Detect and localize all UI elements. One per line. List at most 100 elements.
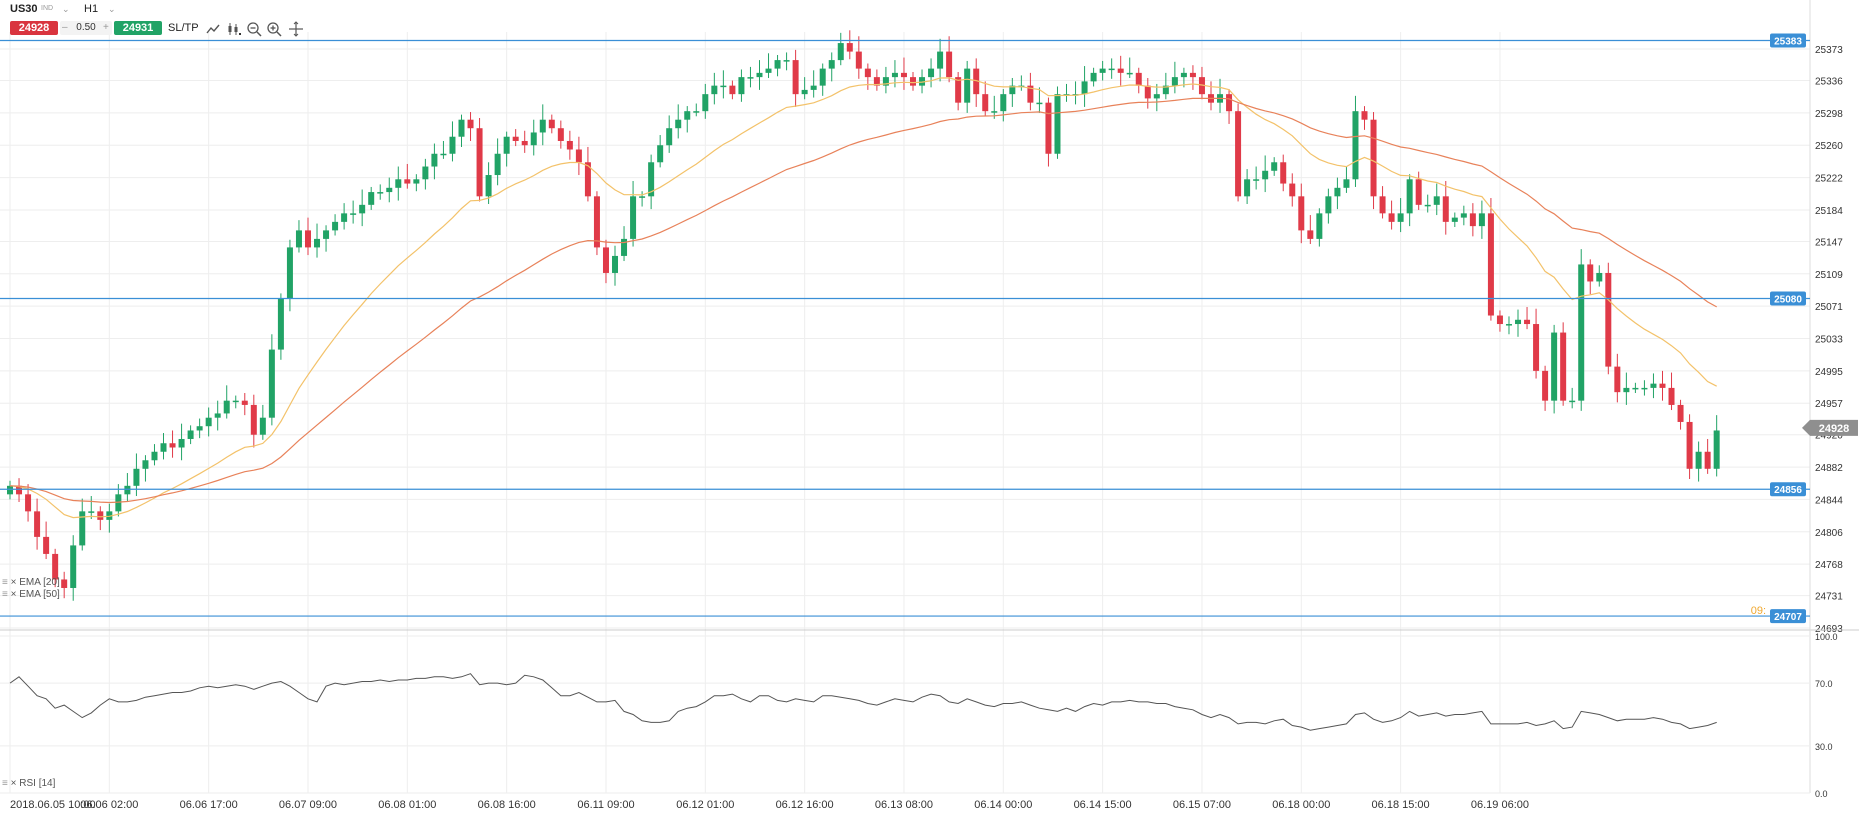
candle-body [314,238,321,248]
candle-body [214,413,221,418]
lot-size-input[interactable]: 0.50 [60,21,112,35]
candle-body [1478,213,1485,227]
menu-icon[interactable]: ≡ [2,577,8,588]
candle-body [295,230,302,248]
candle-body [1587,264,1594,282]
candle-body [187,430,194,439]
y-tick-label: 24957 [1815,399,1843,410]
line-chart-icon[interactable] [205,21,221,37]
symbol-label[interactable]: US30 [10,3,38,15]
y-tick-label: 24995 [1815,367,1843,378]
y-tick-label: 25184 [1815,206,1843,217]
candle-body [1090,72,1097,82]
candle-body [1451,217,1458,222]
candle-body [648,162,655,197]
rsi-tick-label: 70.0 [1815,679,1833,689]
candle-body [711,85,718,95]
candle-body [1370,119,1377,197]
candle-body [1325,196,1332,214]
candle-body [1605,272,1612,367]
candle-body [1045,102,1052,154]
sl-tp-button[interactable]: SL/TP [168,22,199,34]
y-tick-label: 25298 [1815,109,1843,120]
candle-body [1505,324,1512,326]
crosshair-icon[interactable] [288,21,304,37]
candle-body [1641,387,1648,390]
candle-body [1397,213,1404,222]
candles-icon[interactable] [226,21,242,37]
candle-body [675,119,682,129]
candle-body [368,192,375,205]
candle-body [1677,404,1684,422]
candle-body [657,145,664,163]
candle-body [512,136,519,141]
ema-legend-2[interactable]: ≡ × EMA [50] [2,589,60,600]
menu-icon[interactable]: ≡ [2,778,8,789]
close-icon[interactable]: × [10,589,17,600]
ema-legend-1[interactable]: ≡ × EMA [20] [2,577,60,588]
candle-body [115,494,122,512]
close-icon[interactable]: × [10,778,17,789]
price-level-label: 25383 [1774,37,1802,48]
x-tick-label: 06.12 01:00 [676,799,734,811]
candle-body [1135,72,1142,86]
symbol-chevron-down-icon[interactable]: ⌄ [62,4,70,14]
menu-icon[interactable]: ≡ [2,589,8,600]
candle-body [142,460,149,469]
candle-body [910,77,916,86]
timeframe-label[interactable]: H1 [84,3,99,15]
candles-group [7,30,1720,601]
sell-price-button[interactable]: 24928 [10,21,58,35]
x-tick-label: 06.13 08:00 [875,799,933,811]
price-level-badge [1770,609,1806,624]
zoom-in-icon[interactable] [266,21,282,37]
candle-body [133,468,140,486]
lot-increase-button[interactable]: + [103,22,109,33]
x-tick-label: 06.15 07:00 [1173,799,1231,811]
symbol-sub-label: IND [41,5,54,12]
candle-body [1271,162,1278,171]
candle-body [286,247,293,299]
candle-body [1108,68,1115,71]
candle-body [693,111,700,113]
candle-body [566,140,573,150]
candle-body [1343,179,1350,188]
candle-body [1171,77,1178,86]
candle-body [919,77,926,86]
timeframe-chevron-down-icon[interactable]: ⌄ [108,4,116,14]
lot-decrease-button[interactable]: – [62,22,68,33]
chart-toolbar: US30 IND ⌄ H1 ⌄ 24928 0.50 – + 24931 SL/… [0,0,1859,37]
candle-body [1560,332,1567,401]
level-time-label: 09: [1751,605,1766,617]
zoom-out-icon[interactable] [246,21,262,37]
y-tick-label: 24768 [1815,560,1843,571]
close-icon[interactable]: × [10,577,17,588]
candle-body [1253,179,1260,181]
candle-body [1460,213,1467,218]
candle-body [765,68,772,73]
candle-body [756,72,763,78]
x-tick-label: 06.08 16:00 [478,799,536,811]
candle-body [422,166,429,180]
candle-body [1515,319,1522,325]
rsi-tick-label: 30.0 [1815,742,1833,752]
candle-body [774,60,781,69]
rsi-legend[interactable]: ≡ × RSI [14] [2,778,55,789]
x-tick-label: 06.11 09:00 [577,799,634,811]
ema-fast-line [9,77,1717,519]
candle-body [350,213,357,215]
candle-body [1388,213,1395,222]
candle-body [1632,387,1639,390]
candle-body [268,349,275,418]
candle-body [602,247,609,273]
candle-body [720,85,727,88]
buy-price-button[interactable]: 24931 [114,21,162,35]
current-price-tag [1802,419,1858,436]
candle-body [521,140,528,146]
candle-body [458,119,465,137]
candle-body [973,68,980,95]
rsi-tick-label: 100.0 [1815,632,1838,642]
candle-body [900,72,907,78]
rsi-legend-label: RSI [14] [19,778,56,789]
